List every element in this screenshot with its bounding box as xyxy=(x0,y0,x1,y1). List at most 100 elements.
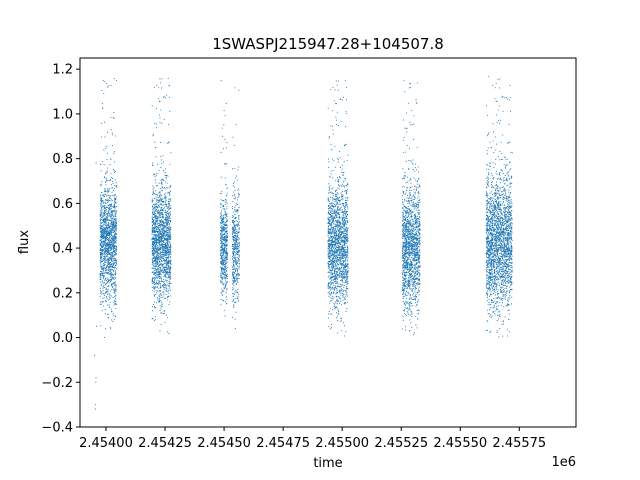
data-point xyxy=(160,293,162,295)
data-point xyxy=(114,255,116,257)
data-point xyxy=(165,287,167,289)
data-point xyxy=(221,254,223,256)
data-point xyxy=(107,213,109,215)
data-point xyxy=(115,258,117,260)
data-point xyxy=(158,191,160,193)
data-point xyxy=(347,188,349,190)
data-point xyxy=(102,272,104,274)
data-point xyxy=(106,243,108,245)
data-point xyxy=(235,177,237,179)
data-point xyxy=(232,216,235,218)
data-point xyxy=(100,273,102,275)
data-point xyxy=(112,283,114,285)
data-point xyxy=(158,100,160,102)
data-point xyxy=(110,265,112,267)
data-point xyxy=(164,297,166,299)
data-point xyxy=(226,273,228,275)
data-point xyxy=(157,222,160,225)
data-point xyxy=(108,246,110,248)
data-point xyxy=(234,277,236,279)
data-point xyxy=(155,265,157,267)
data-point xyxy=(110,84,112,86)
data-point xyxy=(105,241,107,243)
data-point xyxy=(166,254,168,257)
data-point xyxy=(151,254,153,256)
data-point xyxy=(168,203,171,205)
data-point xyxy=(107,230,109,232)
data-point xyxy=(170,264,172,266)
data-point xyxy=(110,260,112,262)
data-point xyxy=(107,277,109,279)
data-point xyxy=(339,166,341,168)
data-point xyxy=(231,269,233,271)
data-point xyxy=(168,253,171,255)
data-point xyxy=(160,207,162,209)
data-point xyxy=(169,238,171,240)
data-point xyxy=(115,135,117,137)
data-point xyxy=(339,243,341,245)
data-point xyxy=(167,227,169,229)
data-point xyxy=(222,204,225,207)
data-point xyxy=(221,249,223,251)
data-point xyxy=(165,280,167,282)
data-point xyxy=(105,287,107,289)
data-point xyxy=(331,323,333,326)
data-point xyxy=(108,259,111,261)
data-point xyxy=(166,231,168,233)
data-point xyxy=(111,319,113,321)
data-point xyxy=(159,117,161,119)
data-point xyxy=(153,263,155,265)
data-point xyxy=(169,194,171,196)
data-point xyxy=(157,247,159,249)
data-point xyxy=(160,206,162,208)
data-point xyxy=(110,229,112,231)
data-point xyxy=(108,208,110,210)
data-point xyxy=(111,225,113,227)
data-point xyxy=(159,211,161,213)
data-point xyxy=(334,217,336,219)
data-point xyxy=(104,252,106,254)
data-point xyxy=(100,266,102,268)
data-point xyxy=(237,233,239,235)
data-point xyxy=(101,205,103,207)
data-point xyxy=(102,202,104,204)
data-point xyxy=(167,254,170,256)
data-point xyxy=(162,226,164,229)
data-point xyxy=(169,275,171,277)
data-point xyxy=(107,221,110,223)
data-point xyxy=(221,294,223,296)
data-point xyxy=(233,195,235,197)
data-point xyxy=(156,222,158,224)
data-point xyxy=(234,244,236,246)
data-point xyxy=(101,234,103,237)
data-point xyxy=(226,237,228,239)
data-point xyxy=(151,251,153,253)
data-point xyxy=(334,269,336,271)
data-point xyxy=(221,220,223,222)
data-point xyxy=(109,279,111,281)
data-point xyxy=(101,253,103,255)
data-point xyxy=(160,265,162,267)
data-point xyxy=(115,300,117,303)
data-point xyxy=(221,247,223,249)
data-point xyxy=(156,206,159,208)
data-point xyxy=(109,215,111,217)
data-point xyxy=(337,303,339,305)
data-point xyxy=(339,201,341,203)
data-point xyxy=(329,237,331,239)
data-point xyxy=(155,214,158,216)
data-point xyxy=(233,226,235,228)
data-point xyxy=(221,135,224,137)
data-point xyxy=(151,105,153,107)
data-point xyxy=(156,164,159,166)
data-point xyxy=(169,204,171,207)
data-point xyxy=(238,227,240,229)
data-point xyxy=(168,217,170,219)
data-point xyxy=(153,256,155,258)
data-point xyxy=(237,237,239,239)
data-point xyxy=(100,301,102,303)
data-point xyxy=(237,169,239,171)
data-point xyxy=(107,237,109,239)
data-point xyxy=(234,234,236,236)
data-point xyxy=(159,246,161,248)
